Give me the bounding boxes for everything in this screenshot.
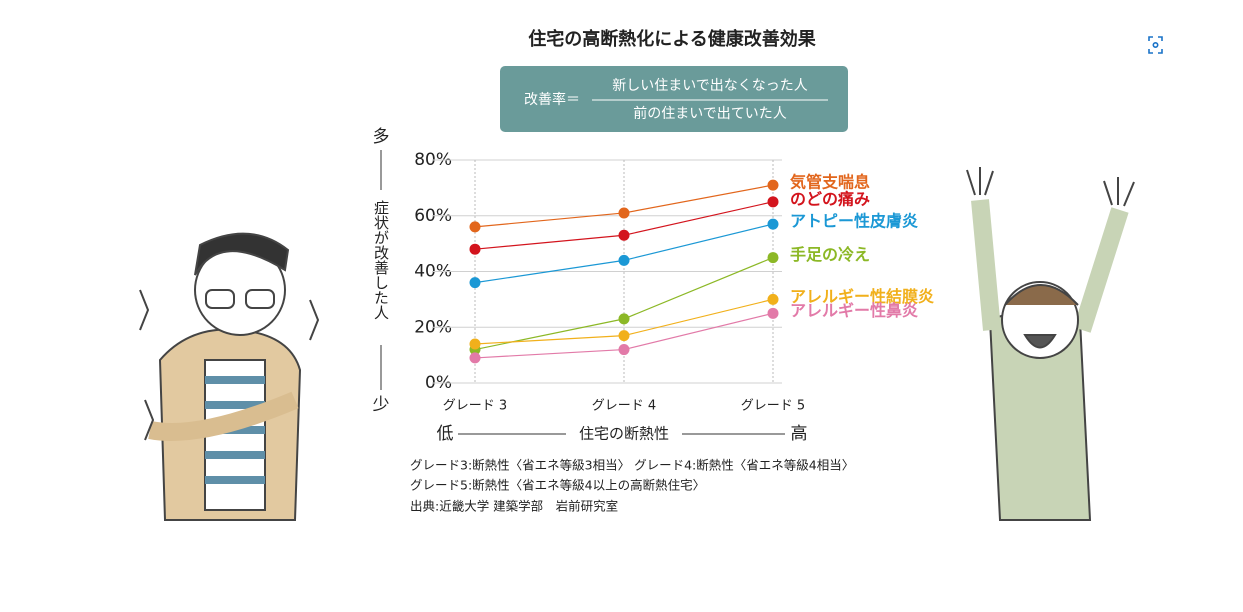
data-point xyxy=(469,243,481,255)
data-point xyxy=(618,330,630,342)
y-axis-top: 多 xyxy=(373,127,390,147)
x-axis-right: 高 xyxy=(791,424,808,444)
x-axis-label: 住宅の断熱性 xyxy=(579,425,669,443)
data-point xyxy=(767,307,779,319)
y-axis-bottom: 少 xyxy=(373,395,390,415)
formula-denominator: 前の住まいで出ていた人 xyxy=(633,105,787,122)
x-tick-label: グレード 4 xyxy=(592,399,656,414)
x-axis-left: 低 xyxy=(437,424,454,444)
focus-icon[interactable] xyxy=(1148,36,1163,54)
data-point xyxy=(469,221,481,233)
formula-box xyxy=(500,66,848,132)
x-tick-label: グレード 3 xyxy=(443,399,507,414)
data-point xyxy=(618,313,630,325)
formula-numerator: 新しい住まいで出なくなった人 xyxy=(612,78,808,94)
series-label: 気管支喘息 xyxy=(790,173,870,192)
series-label: 手足の冷え xyxy=(790,245,870,264)
data-point xyxy=(618,254,630,266)
data-point xyxy=(618,207,630,219)
note: 出典:近畿大学 建築学部 岩前研究室 xyxy=(410,499,618,514)
x-tick-label: グレード 5 xyxy=(741,399,805,414)
data-point xyxy=(469,352,481,364)
formula-left: 改善率＝ xyxy=(524,91,580,108)
happy-person-illustration xyxy=(966,167,1135,521)
series-label: アレルギー性鼻炎 xyxy=(790,301,918,320)
data-point xyxy=(767,179,779,191)
series-label: のどの痛み xyxy=(790,189,870,208)
series-label: アトピー性皮膚炎 xyxy=(790,212,918,231)
y-axis-label: 症状が改善した人 xyxy=(372,200,390,320)
data-point xyxy=(469,277,481,289)
cold-person-illustration xyxy=(139,232,320,521)
series-label: アレルギー性結膜炎 xyxy=(790,287,934,306)
note: グレード5:断熱性〈省エネ等級4以上の高断熱住宅〉 xyxy=(410,478,705,493)
data-point xyxy=(767,196,779,208)
data-point xyxy=(618,229,630,241)
note: グレード3:断熱性〈省エネ等級3相当〉 グレード4:断熱性〈省エネ等級4相当〉 xyxy=(410,458,854,473)
data-point xyxy=(469,338,481,350)
data-point xyxy=(767,218,779,230)
data-point xyxy=(767,252,779,264)
chart-title: 住宅の高断熱化による健康改善効果 xyxy=(528,28,816,50)
data-point xyxy=(767,293,779,305)
data-point xyxy=(618,344,630,356)
